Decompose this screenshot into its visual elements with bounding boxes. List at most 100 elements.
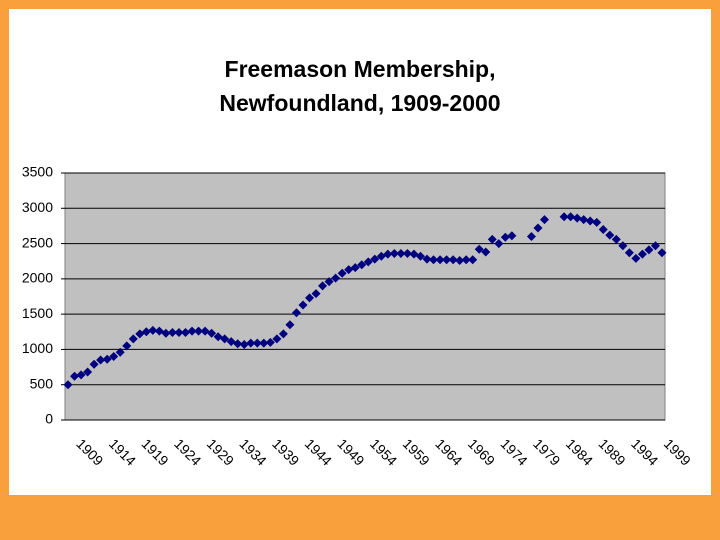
data-point xyxy=(63,380,73,390)
data-point xyxy=(618,241,628,251)
data-point xyxy=(487,234,497,244)
data-point xyxy=(76,370,86,380)
data-point xyxy=(252,338,262,348)
data-point xyxy=(350,263,360,273)
y-tick-label: 3000 xyxy=(22,199,53,215)
x-tick-label: 1974 xyxy=(498,435,531,468)
data-point xyxy=(311,289,321,299)
x-tick-label: 1969 xyxy=(465,435,498,468)
x-tick-label: 1989 xyxy=(595,435,628,468)
data-point xyxy=(180,327,190,337)
x-tick-label: 1994 xyxy=(628,435,661,468)
data-point xyxy=(109,351,119,361)
data-point xyxy=(494,239,504,249)
data-point xyxy=(559,212,569,222)
data-point xyxy=(70,371,80,381)
data-point xyxy=(422,254,432,264)
y-tick-label: 500 xyxy=(30,375,54,391)
x-tick-label: 1944 xyxy=(302,435,335,468)
data-point xyxy=(220,334,230,344)
data-point xyxy=(89,359,99,369)
data-point xyxy=(285,320,295,330)
data-point xyxy=(657,248,667,258)
data-point xyxy=(331,273,341,283)
data-point xyxy=(644,245,654,255)
data-point xyxy=(122,341,132,351)
y-tick-label: 2500 xyxy=(22,234,53,250)
data-point xyxy=(83,367,93,377)
x-tick-label: 1954 xyxy=(367,435,400,468)
data-point xyxy=(540,215,550,225)
data-point xyxy=(233,339,243,349)
x-tick-label: 1909 xyxy=(73,435,106,468)
data-point xyxy=(415,251,425,261)
data-point xyxy=(605,230,615,240)
data-point xyxy=(624,248,634,258)
data-point xyxy=(194,326,204,336)
x-tick-label: 1934 xyxy=(236,435,269,468)
x-tick-label: 1959 xyxy=(400,435,433,468)
chart-title: Freemason Membership, Newfoundland, 1909… xyxy=(219,56,501,116)
data-point xyxy=(291,308,301,318)
data-point xyxy=(96,355,106,365)
data-point xyxy=(585,216,595,226)
data-point xyxy=(429,255,439,265)
data-point xyxy=(246,338,256,348)
data-point xyxy=(363,257,373,267)
data-point xyxy=(448,255,458,265)
data-point xyxy=(259,338,269,348)
data-point xyxy=(592,217,602,227)
x-tick-label: 1964 xyxy=(432,435,465,468)
plot-area xyxy=(64,172,666,421)
x-tick-label: 1949 xyxy=(334,435,367,468)
data-point xyxy=(650,241,660,251)
data-point xyxy=(278,329,288,339)
y-tick-label: 1000 xyxy=(22,340,53,356)
y-tick-label: 3500 xyxy=(22,164,53,180)
data-point xyxy=(161,328,171,338)
data-point xyxy=(337,268,347,278)
data-point xyxy=(128,334,138,344)
data-point xyxy=(207,328,217,338)
x-tick-label: 1979 xyxy=(530,435,563,468)
x-tick-label: 1929 xyxy=(204,435,237,468)
data-point xyxy=(272,334,282,344)
data-point xyxy=(402,248,412,258)
data-point xyxy=(115,347,125,357)
data-point xyxy=(611,234,621,244)
data-point xyxy=(357,260,367,270)
data-point xyxy=(474,244,484,254)
data-point xyxy=(637,249,647,259)
data-point xyxy=(579,215,589,225)
data-point xyxy=(396,248,406,258)
data-point xyxy=(389,248,399,258)
data-point xyxy=(507,231,517,241)
x-tick-label: 1984 xyxy=(563,435,596,468)
y-tick-label: 0 xyxy=(45,411,53,427)
data-point xyxy=(526,232,536,242)
data-point xyxy=(318,281,328,291)
x-tick-label: 1919 xyxy=(139,435,172,468)
data-point xyxy=(566,212,576,222)
data-point xyxy=(239,339,249,349)
data-point xyxy=(187,326,197,336)
data-point xyxy=(383,249,393,259)
data-point xyxy=(533,223,543,233)
x-tick-label: 1939 xyxy=(269,435,302,468)
data-point xyxy=(174,327,184,337)
data-point xyxy=(324,277,334,287)
data-point xyxy=(572,213,582,223)
data-point xyxy=(298,300,308,310)
data-point xyxy=(461,255,471,265)
data-point xyxy=(442,255,452,265)
data-point xyxy=(265,337,275,347)
data-point xyxy=(305,293,315,303)
data-point xyxy=(141,327,151,337)
data-point xyxy=(468,255,478,265)
x-tick-label: 1914 xyxy=(106,435,139,468)
data-point xyxy=(500,232,510,242)
y-tick-label: 2000 xyxy=(22,270,53,286)
data-point xyxy=(598,224,608,234)
